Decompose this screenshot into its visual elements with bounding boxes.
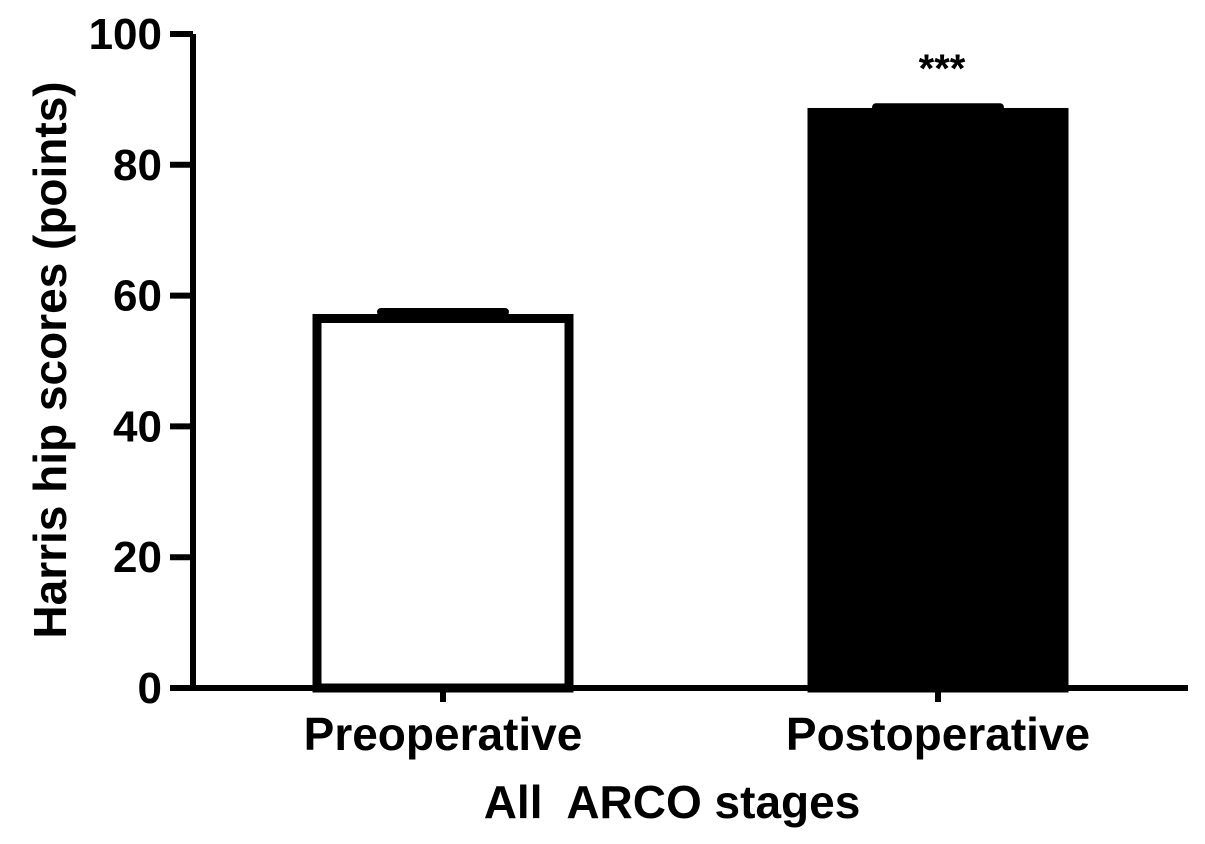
bar-postoperative — [807, 107, 1069, 693]
x-tick-label: Postoperative — [786, 708, 1090, 760]
x-axis-title: All ARCO stages — [484, 776, 861, 828]
x-tick-label: Preoperative — [304, 708, 583, 760]
y-tick-label: 80 — [113, 141, 162, 190]
plot-area: 0 20 40 60 80 100 Preoperative Postoperative *** — [89, 10, 1091, 760]
significance-annotation: *** — [919, 47, 966, 91]
y-tick-label: 60 — [113, 272, 162, 321]
y-tick-label: 0 — [138, 664, 162, 713]
y-tick-label: 40 — [113, 402, 162, 451]
y-tick-label: 20 — [113, 533, 162, 582]
bar-preoperative — [312, 313, 574, 693]
y-axis-title: Harris hip scores (points) — [24, 81, 76, 638]
y-tick-label: 100 — [89, 10, 162, 59]
